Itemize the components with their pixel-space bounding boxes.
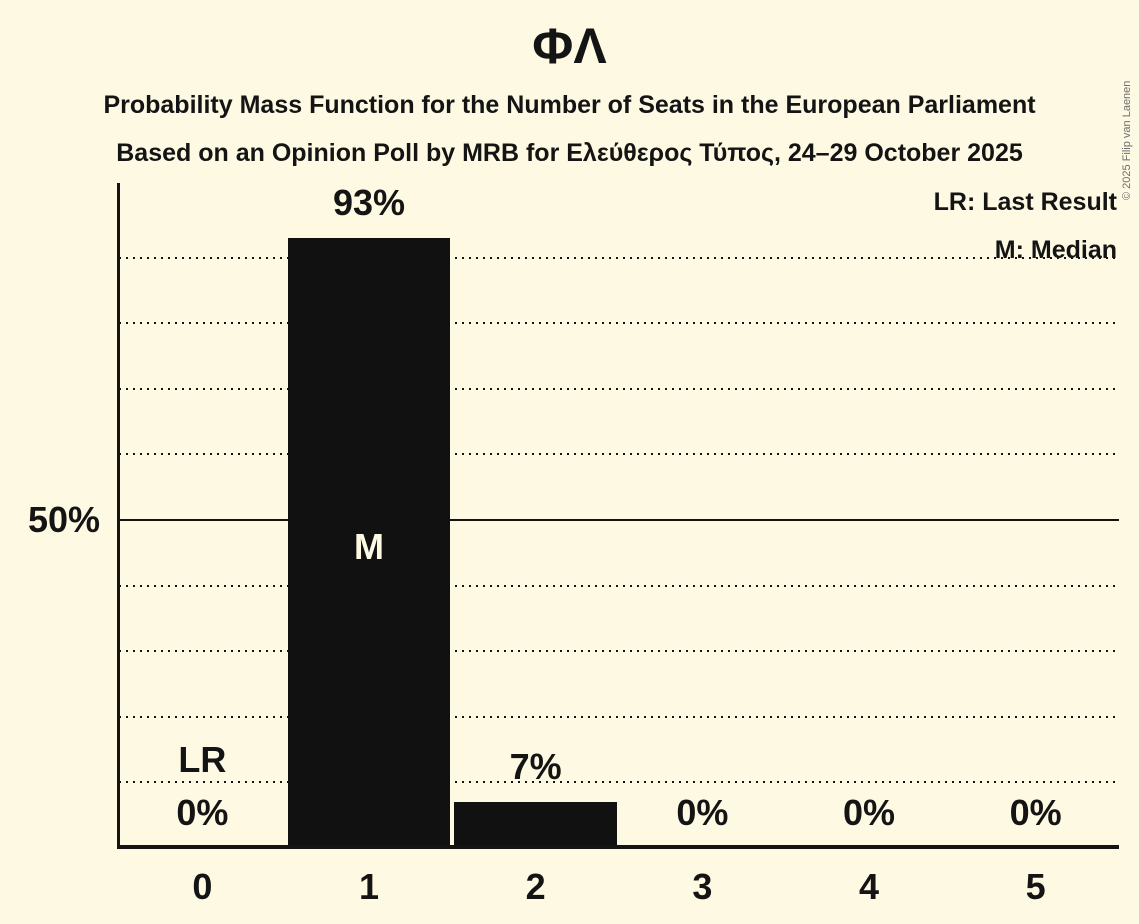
gridline-80pct — [119, 322, 1119, 325]
x-tick-1: 1 — [358, 866, 379, 907]
chart-title: ΦΛ — [532, 18, 607, 74]
bar-seats-2 — [454, 802, 617, 848]
legend-median: M: Median — [994, 236, 1117, 264]
gridline-90pct — [119, 256, 1119, 259]
annotation-m: M — [353, 526, 384, 567]
gridline-20pct — [119, 715, 1119, 718]
gridline-50pct — [119, 519, 1119, 521]
chart-subtitle-line2: Based on an Opinion Poll by MRB for Ελεύ… — [116, 139, 1023, 167]
gridline-40pct — [119, 584, 1119, 587]
x-axis-line — [117, 845, 1119, 849]
chart-subtitle-line1: Probability Mass Function for the Number… — [103, 91, 1036, 119]
value-label-seats-3: 0% — [676, 792, 729, 833]
x-tick-5: 5 — [1025, 866, 1046, 907]
x-tick-3: 3 — [692, 866, 713, 907]
legend-last-result: LR: Last Result — [933, 188, 1117, 216]
y-axis-label-50pct: 50% — [27, 499, 100, 540]
value-label-seats-1: 93% — [332, 181, 406, 223]
gridline-70pct — [119, 387, 1119, 390]
x-tick-2: 2 — [525, 866, 546, 907]
x-tick-4: 4 — [858, 866, 879, 907]
gridline-10pct — [119, 781, 1119, 784]
value-label-seats-4: 0% — [842, 792, 895, 833]
value-label-seats-0: 0% — [176, 792, 229, 833]
x-tick-0: 0 — [192, 866, 213, 907]
annotation-lr: LR — [178, 739, 227, 781]
copyright-notice: © 2025 Filip van Laenen — [1121, 80, 1133, 200]
value-label-seats-5: 0% — [1009, 792, 1062, 833]
bar-seats-1 — [287, 237, 451, 848]
gridline-30pct — [119, 650, 1119, 653]
value-label-seats-2: 7% — [509, 746, 562, 788]
gridline-60pct — [119, 453, 1119, 456]
y-axis-line — [117, 183, 120, 849]
